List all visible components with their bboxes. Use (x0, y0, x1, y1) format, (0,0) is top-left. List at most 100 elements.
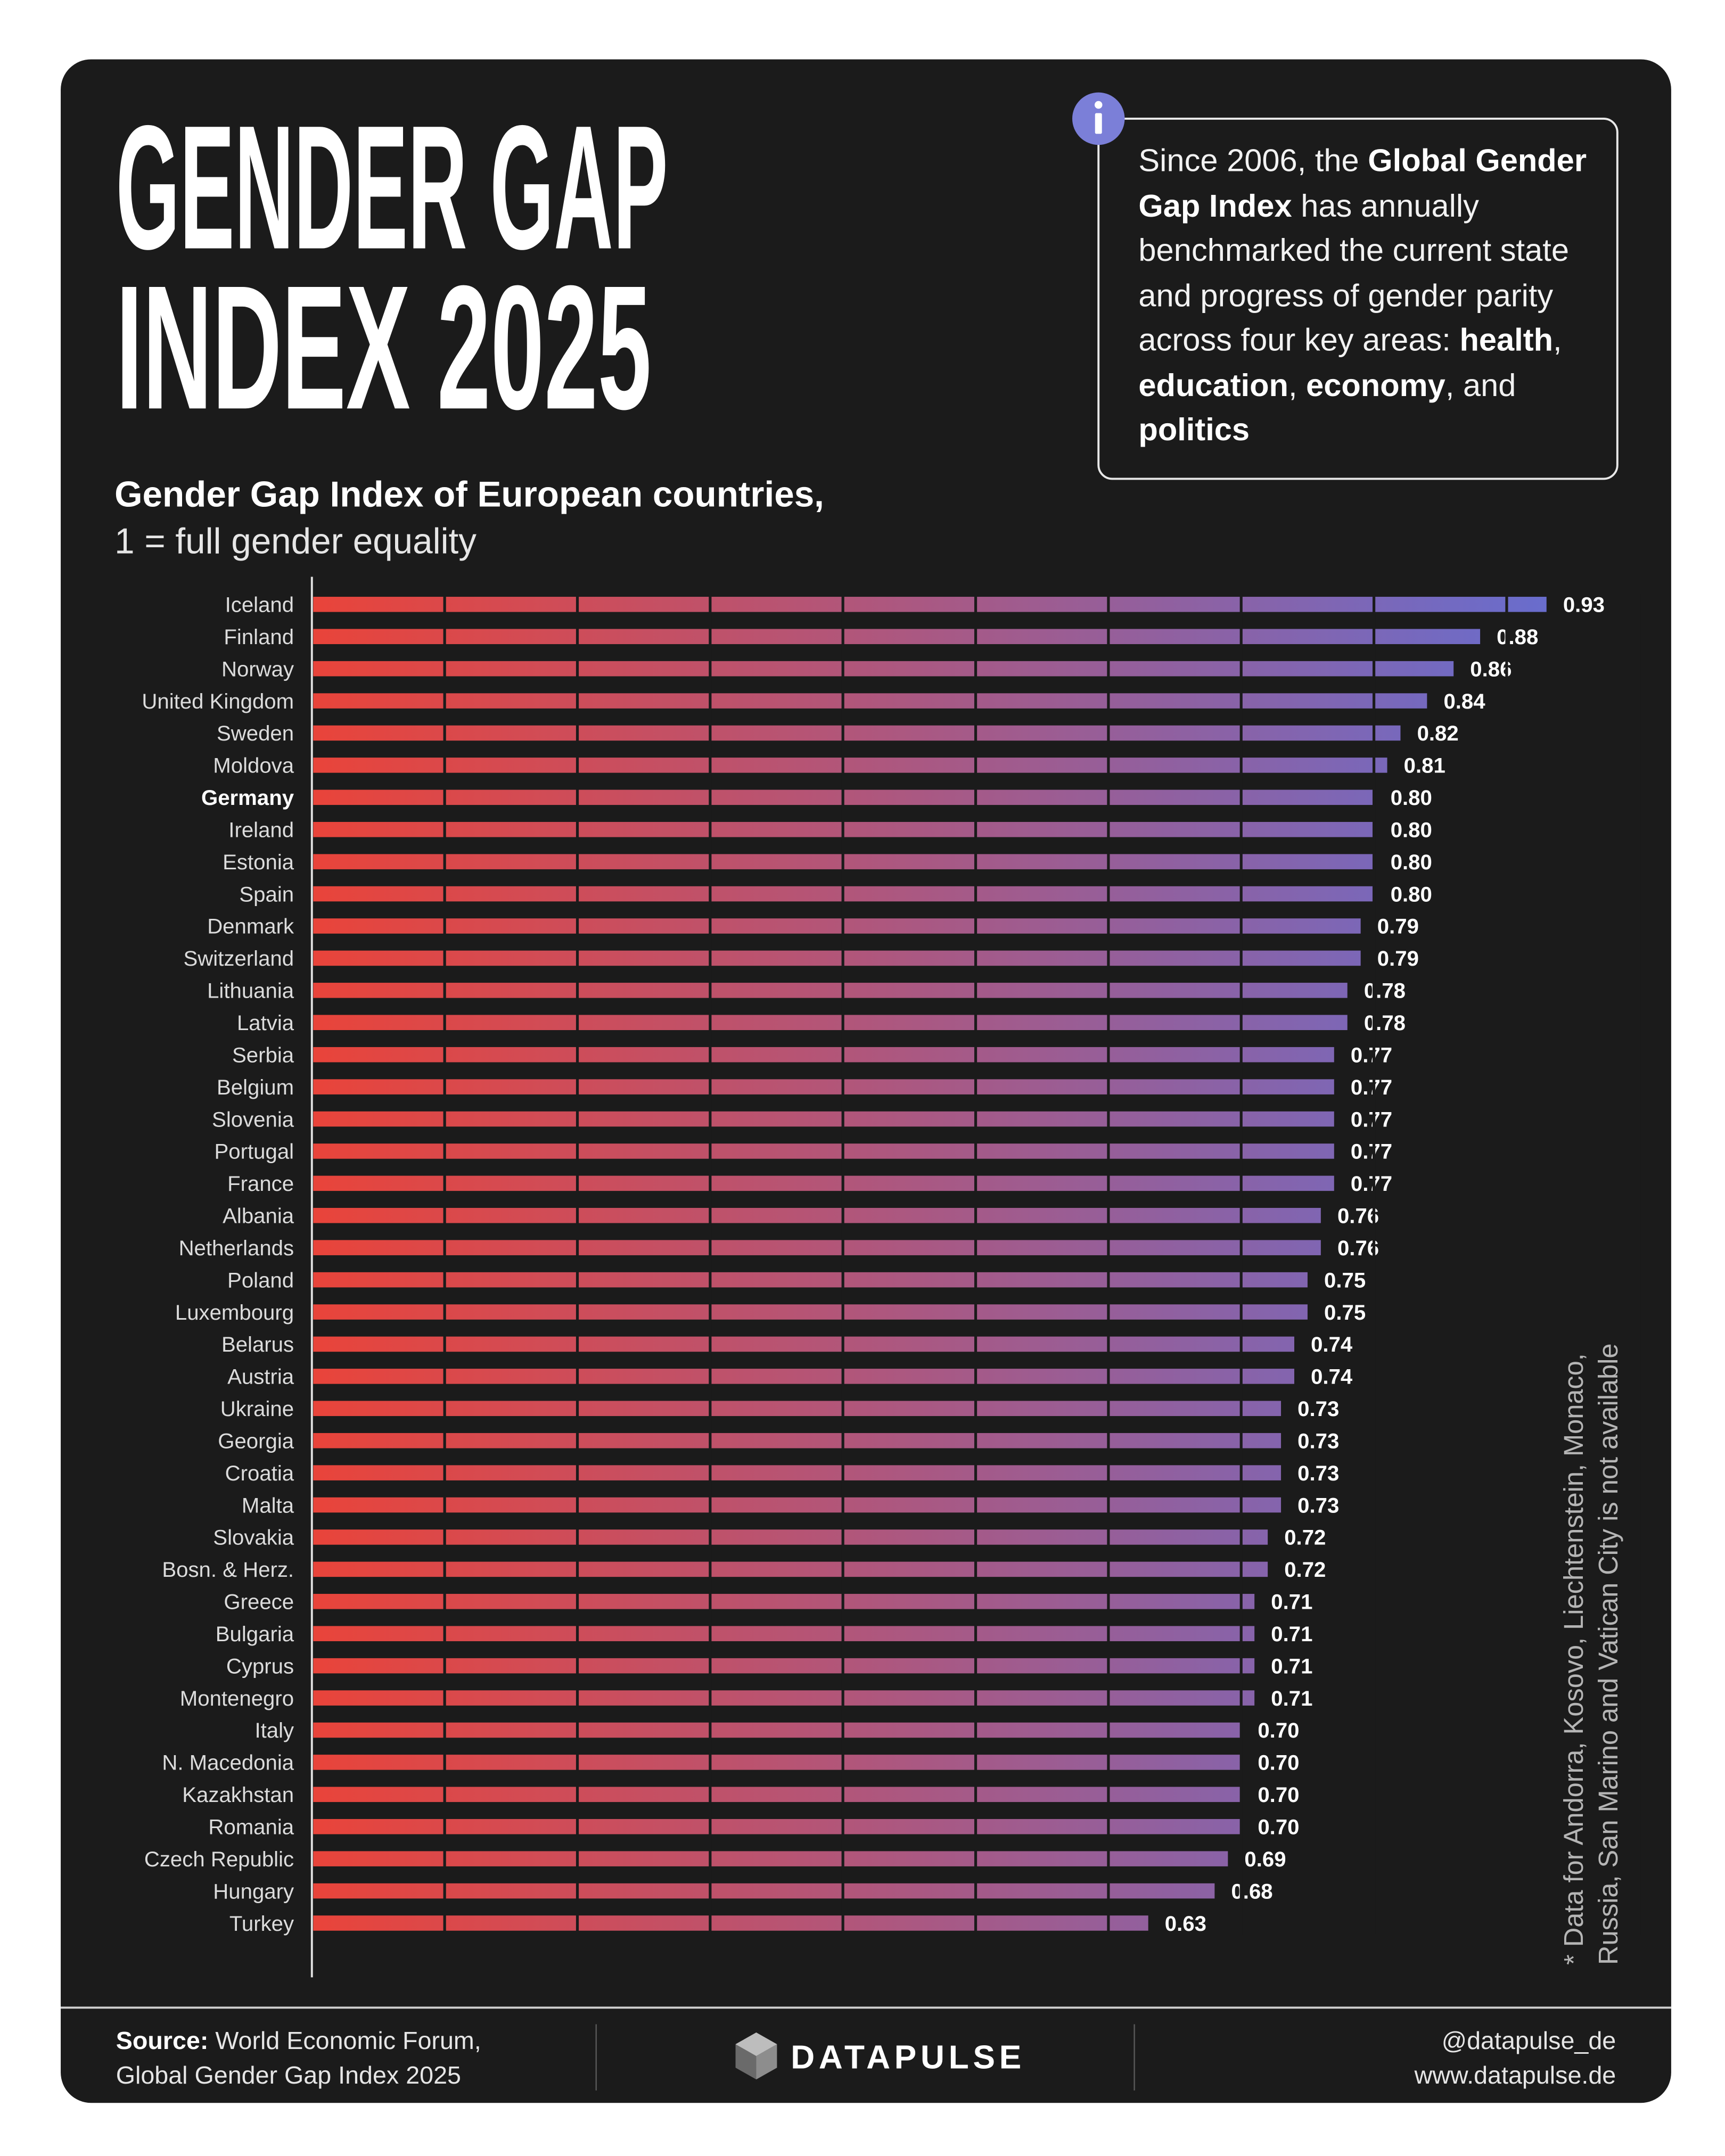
info-text-box: Since 2006, the Global Gender Gap Index … (1138, 138, 1600, 452)
category-label: Ukraine (220, 1397, 294, 1421)
category-label: France (227, 1172, 294, 1196)
info-bold: Global Gender Gap Index (1138, 142, 1587, 223)
category-label: Norway (221, 657, 294, 681)
category-label: Hungary (213, 1879, 294, 1903)
value-label: 0.68 (1231, 1879, 1272, 1903)
bar (311, 1561, 1268, 1577)
bar (311, 1175, 1334, 1191)
value-label: 0.76 (1337, 1236, 1379, 1260)
bar (311, 1079, 1334, 1095)
value-label: 0.75 (1324, 1301, 1366, 1324)
bar (311, 597, 1547, 612)
category-label: Albania (223, 1204, 294, 1228)
bar (311, 1722, 1242, 1738)
bar (311, 1401, 1282, 1417)
value-label: 0.72 (1284, 1526, 1326, 1550)
category-label: Switzerland (184, 947, 294, 970)
category-label: N. Macedonia (162, 1751, 294, 1775)
brand: DATAPULSE (791, 2039, 1025, 2076)
bar (311, 725, 1401, 741)
bar (311, 950, 1361, 966)
value-label: 0.80 (1391, 818, 1432, 842)
info-icon-dot (1094, 101, 1103, 109)
value-label: 0.71 (1271, 1622, 1312, 1646)
value-label: 0.71 (1271, 1590, 1312, 1614)
category-label: Georgia (218, 1429, 294, 1453)
info-run: , (1553, 321, 1562, 358)
bar (311, 1915, 1148, 1931)
category-label: Greece (224, 1590, 294, 1614)
info-run: , and (1445, 366, 1516, 402)
source-text: World Economic Forum, (215, 2027, 481, 2054)
category-label: Bosn. & Herz. (162, 1558, 294, 1582)
info-run: Since 2006, the (1138, 142, 1368, 178)
category-label: Netherlands (179, 1236, 294, 1260)
info-bold: education (1138, 366, 1288, 402)
category-label: Estonia (223, 850, 294, 874)
category-label: Italy (254, 1718, 294, 1742)
info-box (1097, 117, 1619, 480)
bar (311, 758, 1387, 773)
value-label: 0.71 (1271, 1654, 1312, 1678)
title: GENDER GAP (116, 89, 668, 286)
bar (311, 1851, 1228, 1866)
plot: Iceland 0.93 Finland 0.88 Norway 0.86 United K… (142, 577, 1641, 1978)
bar (311, 1818, 1242, 1834)
source-label: Source: (116, 2027, 209, 2054)
title: INDEX 2025 (116, 249, 652, 446)
category-label: Austria (227, 1365, 294, 1389)
value-label: 0.93 (1563, 593, 1605, 617)
bar (311, 1658, 1255, 1674)
value-label: 0.76 (1337, 1204, 1379, 1228)
subtitle-2: 1 = full gender equality (114, 521, 477, 561)
value-label: 0.77 (1351, 1107, 1392, 1131)
source: Source: World Economic Forum, (116, 2027, 481, 2054)
logo-icon (735, 2032, 777, 2080)
category-label: United Kingdom (142, 689, 294, 713)
note-line: Russia, San Marino and Vatican City is n… (1593, 1344, 1623, 1965)
subtitle: Gender Gap Index of European countries, (114, 474, 824, 514)
value-label: 0.88 (1497, 625, 1538, 649)
category-label: Denmark (207, 915, 294, 939)
info-bold: health (1459, 321, 1554, 358)
note-line: * Data for Andorra, Kosovo, Liechtenstei… (1558, 1353, 1589, 1965)
logo-face (756, 2044, 777, 2080)
bar (311, 1111, 1334, 1127)
value-label: 0.73 (1297, 1397, 1339, 1421)
bar (311, 1755, 1242, 1770)
value-label: 0.84 (1443, 689, 1485, 713)
value-label: 0.79 (1377, 915, 1419, 939)
value-label: 0.79 (1377, 947, 1419, 970)
info-text: Since 2006, the Global Gender Gap Index … (1138, 138, 1600, 452)
value-label: 0.73 (1297, 1461, 1339, 1485)
value-label: 0.75 (1324, 1268, 1366, 1292)
category-label: Finland (224, 625, 294, 649)
value-label: 0.74 (1311, 1332, 1353, 1356)
category-label: Luxembourg (175, 1301, 294, 1324)
category-label: Montenegro (180, 1686, 294, 1710)
bar (311, 1304, 1308, 1320)
category-label: Croatia (225, 1461, 294, 1485)
bar (311, 1883, 1215, 1899)
info-run: , (1288, 366, 1307, 402)
category-label: Cyprus (226, 1654, 294, 1678)
value-label: 0.77 (1351, 1140, 1392, 1164)
value-label: 0.86 (1470, 657, 1512, 681)
category-label: Slovakia (213, 1526, 294, 1550)
category-label: Czech Republic (144, 1847, 294, 1871)
bar (311, 1208, 1321, 1223)
value-label: 0.74 (1311, 1365, 1353, 1389)
bar (311, 1433, 1282, 1449)
bar (311, 1626, 1255, 1641)
bar (311, 918, 1361, 934)
value-label: 0.77 (1351, 1172, 1392, 1196)
value-label: 0.78 (1364, 979, 1406, 1003)
category-label: Lithuania (207, 979, 294, 1003)
logo-face (735, 2032, 777, 2056)
category-label: Serbia (232, 1043, 294, 1067)
bar (311, 1594, 1255, 1609)
value-label: 0.70 (1258, 1751, 1299, 1775)
value-label: 0.80 (1391, 882, 1432, 906)
category-label: Portugal (215, 1140, 294, 1164)
